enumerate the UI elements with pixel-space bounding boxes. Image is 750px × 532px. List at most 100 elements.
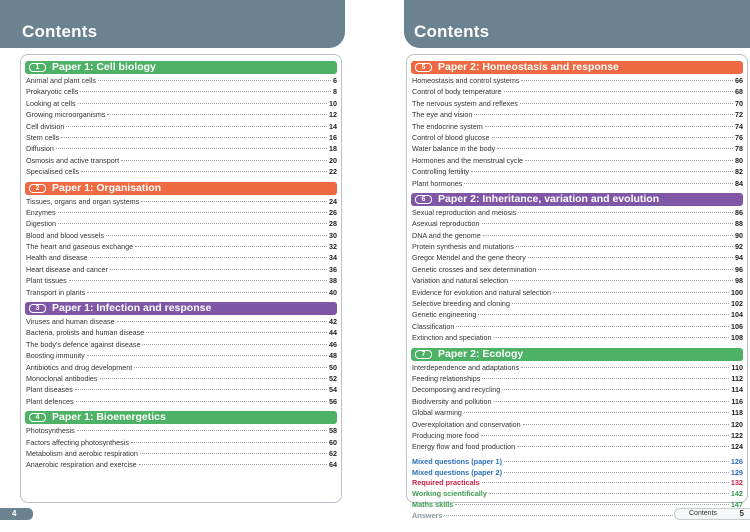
- toc-entry[interactable]: Tissues, organs and organ systems 24: [25, 197, 337, 208]
- toc-extra-entry[interactable]: Required practicals 132: [411, 478, 743, 489]
- dot-leader: [474, 114, 733, 116]
- toc-entry[interactable]: Control of body temperature 68: [411, 87, 743, 98]
- entry-page-number: 30: [329, 230, 337, 240]
- dot-leader: [522, 423, 729, 425]
- toc-entry[interactable]: Decomposing and recycling 114: [411, 385, 743, 396]
- toc-entry[interactable]: Looking at cells 10: [25, 99, 337, 110]
- toc-entry[interactable]: Plant hormones 84: [411, 179, 743, 190]
- toc-entry[interactable]: Stem cells 16: [25, 133, 337, 144]
- toc-extra-entry[interactable]: Working scientifically 142: [411, 489, 743, 500]
- toc-entry[interactable]: Health and disease 34: [25, 253, 337, 264]
- toc-entry[interactable]: Metabolism and aerobic respiration 62: [25, 449, 337, 460]
- toc-entry[interactable]: The eye and vision 72: [411, 110, 743, 121]
- toc-entry[interactable]: Prokaryotic cells 8: [25, 87, 337, 98]
- right-header-band: Contents: [404, 0, 750, 48]
- entry-title: Working scientifically: [412, 489, 487, 499]
- toc-entry[interactable]: Blood and blood vessels 30: [25, 231, 337, 242]
- toc-entry[interactable]: Feeding relationships 112: [411, 374, 743, 385]
- entry-title: Control of blood glucose: [412, 132, 490, 142]
- toc-entry[interactable]: Control of blood glucose 76: [411, 133, 743, 144]
- toc-entry[interactable]: Evidence for evolution and natural selec…: [411, 288, 743, 299]
- toc-entry[interactable]: The endocrine system 74: [411, 122, 743, 133]
- toc-entry[interactable]: Producing more food 122: [411, 431, 743, 442]
- dot-leader: [504, 460, 729, 462]
- toc-entry[interactable]: Viruses and human disease 42: [25, 317, 337, 328]
- toc-entry[interactable]: Enzymes 26: [25, 208, 337, 219]
- entry-page-number: 142: [730, 489, 743, 499]
- toc-entry[interactable]: Bacteria, protists and human disease 44: [25, 328, 337, 339]
- toc-entry[interactable]: Variation and natural selection 98: [411, 276, 743, 287]
- entry-title: Decomposing and recycling: [412, 385, 501, 395]
- toc-entry[interactable]: Homeostasis and control systems 66: [411, 76, 743, 87]
- entry-title: Biodiversity and pollution: [412, 396, 492, 406]
- entry-page-number: 88: [735, 219, 743, 229]
- entry-page-number: 84: [735, 178, 743, 188]
- section-heading: 6 Paper 2: Inheritance, variation and evo…: [411, 192, 743, 206]
- entry-title: Boosting immunity: [26, 351, 85, 361]
- toc-entry[interactable]: Monoclonal antibodies 52: [25, 374, 337, 385]
- toc-entry[interactable]: Global warming 118: [411, 408, 743, 419]
- entry-page-number: 104: [731, 310, 743, 320]
- toc-entry[interactable]: Controlling fertility 82: [411, 167, 743, 178]
- section-entries: Animal and plant cells 6 Prokaryotic cells…: [25, 76, 337, 179]
- toc-entry[interactable]: Gregor Mendel and the gene theory 94: [411, 253, 743, 264]
- toc-entry[interactable]: Boosting immunity 48: [25, 351, 337, 362]
- toc-entry[interactable]: Heart disease and cancer 36: [25, 265, 337, 276]
- toc-extra-entry[interactable]: Mixed questions (paper 2) 129: [411, 468, 743, 479]
- entry-title: Mixed questions (paper 1): [412, 456, 503, 466]
- entry-title: Selective breeding and cloning: [412, 299, 510, 309]
- toc-entry[interactable]: Extinction and speciation 108: [411, 333, 743, 344]
- toc-entry[interactable]: The body's defence against disease 46: [25, 340, 337, 351]
- toc-extra-entry[interactable]: Maths skills 147: [411, 500, 743, 511]
- entry-page-number: 58: [329, 426, 337, 436]
- toc-entry[interactable]: Digestion 28: [25, 219, 337, 230]
- toc-entry[interactable]: Classification 106: [411, 322, 743, 333]
- toc-entry[interactable]: Anaerobic respiration and exercise 64: [25, 460, 337, 471]
- toc-entry[interactable]: Plant defences 56: [25, 397, 337, 408]
- entry-page-number: 34: [329, 253, 337, 263]
- toc-entry[interactable]: Genetic engineering 104: [411, 310, 743, 321]
- left-page: Contents 1 Paper 1: Cell biology Animal an…: [0, 0, 345, 532]
- dot-leader: [484, 125, 733, 127]
- toc-entry[interactable]: Photosynthesis 58: [25, 426, 337, 437]
- toc-entry[interactable]: Asexual reproduction 88: [411, 219, 743, 230]
- toc-entry[interactable]: Sexual reproduction and meiosis 86: [411, 208, 743, 219]
- left-contents-list: 1 Paper 1: Cell biology Animal and plant c…: [25, 58, 337, 472]
- section-heading: 2 Paper 1: Organisation: [25, 181, 337, 195]
- toc-entry[interactable]: DNA and the genome 90: [411, 231, 743, 242]
- toc-entry[interactable]: Protein synthesis and mutations 92: [411, 242, 743, 253]
- toc-entry[interactable]: Genetic crosses and sex determination 96: [411, 265, 743, 276]
- toc-entry[interactable]: Plant diseases 54: [25, 385, 337, 396]
- entry-title: Plant hormones: [412, 178, 463, 188]
- toc-entry[interactable]: Cell division 14: [25, 122, 337, 133]
- toc-entry[interactable]: Diffusion 18: [25, 144, 337, 155]
- toc-entry[interactable]: Water balance in the body 78: [411, 144, 743, 155]
- toc-entry[interactable]: Overexploitation and conservation 120: [411, 420, 743, 431]
- toc-entry[interactable]: Energy flow and food production 124: [411, 442, 743, 453]
- toc-entry[interactable]: Growing microorganisms 12: [25, 110, 337, 121]
- toc-entry[interactable]: Specialised cells 22: [25, 167, 337, 178]
- dot-leader: [141, 200, 327, 202]
- toc-entry[interactable]: Biodiversity and pollution 116: [411, 397, 743, 408]
- entry-title: Genetic crosses and sex determination: [412, 264, 537, 274]
- toc-entry[interactable]: Osmosis and active transport 20: [25, 156, 337, 167]
- toc-entry[interactable]: Animal and plant cells 6: [25, 76, 337, 87]
- toc-entry[interactable]: The nervous system and reflexes 70: [411, 99, 743, 110]
- toc-entry[interactable]: Plant tissues 38: [25, 276, 337, 287]
- toc-entry[interactable]: Selective breeding and cloning 102: [411, 299, 743, 310]
- toc-entry[interactable]: Factors affecting photosynthesis 60: [25, 438, 337, 449]
- toc-entry[interactable]: Interdependence and adaptations 110: [411, 363, 743, 374]
- entry-title: Maths skills: [412, 499, 454, 509]
- entry-title: The nervous system and reflexes: [412, 98, 518, 108]
- entry-title: Cell division: [26, 121, 65, 131]
- toc-extra-entry[interactable]: Mixed questions (paper 1) 126: [411, 457, 743, 468]
- toc-entry[interactable]: Transport in plants 40: [25, 288, 337, 299]
- section-number-badge: 5: [415, 63, 432, 72]
- dot-leader: [121, 159, 327, 161]
- dot-leader: [74, 389, 327, 391]
- toc-entry[interactable]: Antibiotics and drug development 50: [25, 363, 337, 374]
- dot-leader: [502, 389, 730, 391]
- toc-entry[interactable]: The heart and gaseous exchange 32: [25, 242, 337, 253]
- entry-title: Monoclonal antibodies: [26, 373, 98, 383]
- toc-entry[interactable]: Hormones and the menstrual cycle 80: [411, 156, 743, 167]
